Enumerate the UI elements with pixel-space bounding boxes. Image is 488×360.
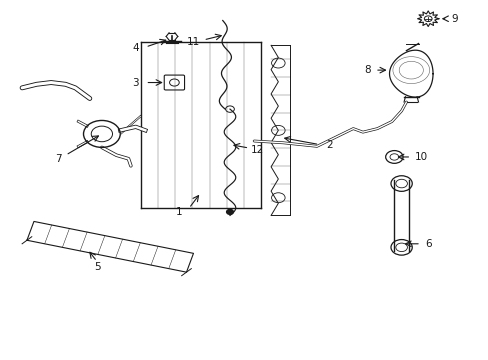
Circle shape: [226, 210, 233, 215]
Text: 7: 7: [55, 154, 61, 164]
Text: 6: 6: [424, 239, 430, 249]
Text: 3: 3: [132, 77, 139, 87]
Text: 8: 8: [364, 65, 370, 75]
Text: 12: 12: [250, 145, 264, 155]
Text: 11: 11: [187, 37, 200, 47]
Text: 1: 1: [176, 207, 182, 217]
Text: 10: 10: [413, 152, 427, 162]
Text: 4: 4: [132, 43, 139, 53]
Text: 5: 5: [94, 262, 100, 272]
Circle shape: [83, 121, 120, 147]
Text: 2: 2: [325, 140, 332, 149]
Text: 9: 9: [450, 14, 457, 24]
